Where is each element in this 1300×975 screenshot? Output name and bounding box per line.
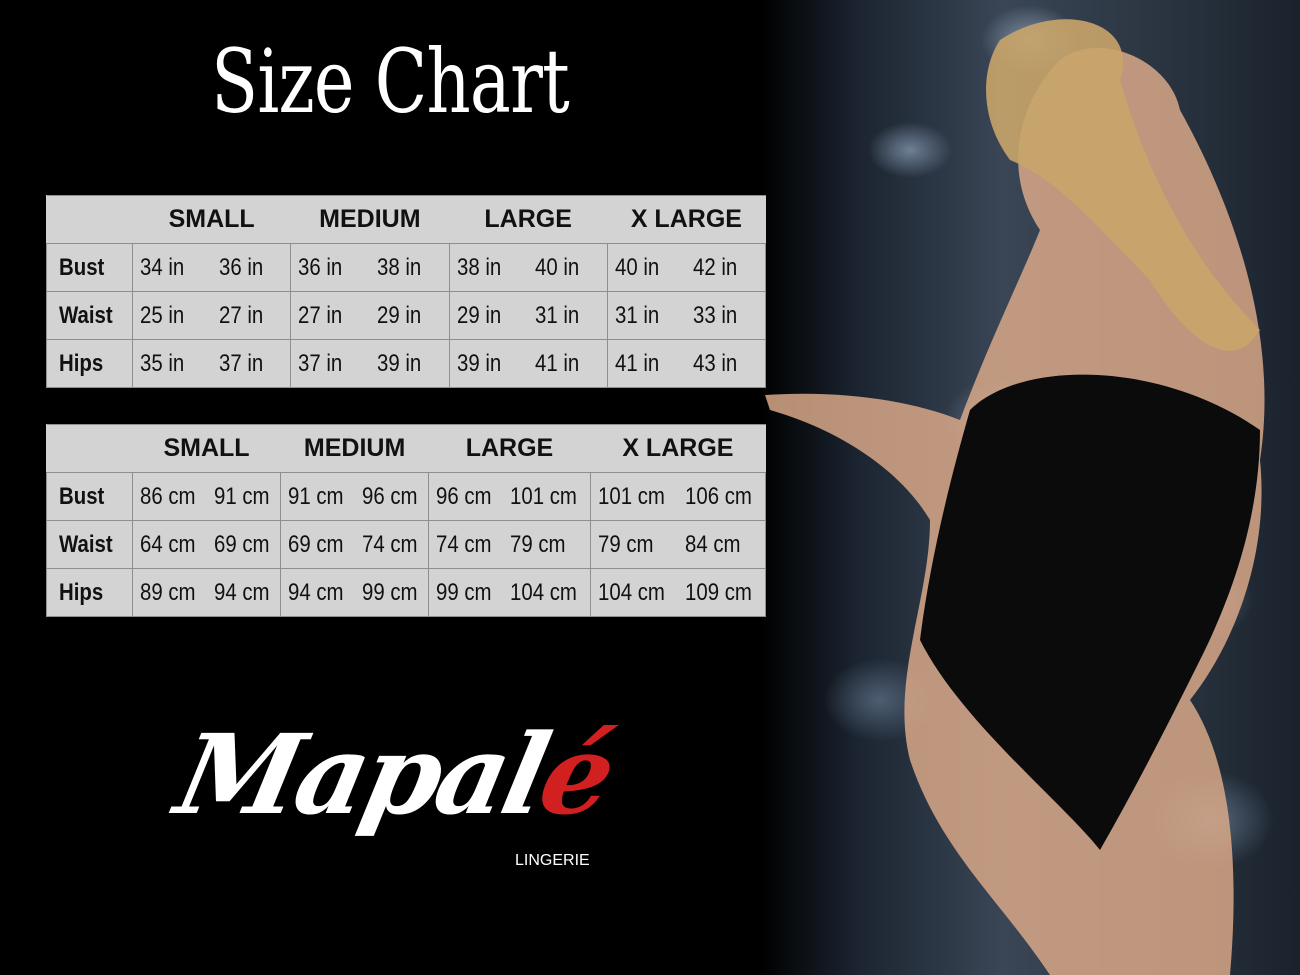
measurement-value: 39 in [376,349,422,377]
measurement-value: 94 cm [213,578,270,606]
measurement-value: 41 in [535,349,580,377]
header-row: SMALL MEDIUM LARGE X LARGE [46,424,766,473]
measurement-value: 91 cm [213,482,270,510]
measurement-value: 64 cm [140,530,196,558]
measurement-value: 27 in [298,301,343,329]
table-row: Hips 35 in 37 in 37 in 39 in 39 in 41 in 41 in 4… [46,339,767,388]
model-photo [760,0,1300,975]
measurement-value: 31 in [614,301,659,329]
measurement-value: 38 in [376,253,422,281]
table-row: Bust 34 in 36 in 36 in 38 in 38 in 40 in 40 in 4… [46,243,767,292]
measurement-value: 36 in [218,253,263,281]
measurement-value: 79 cm [509,530,566,558]
measurement-value: 96 cm [436,482,492,510]
size-header: LARGE [449,195,608,244]
measurement-value: 84 cm [684,530,741,558]
measurement-value: 38 in [456,253,501,281]
row-label: Hips [59,578,104,606]
measurement-value: 43 in [693,349,738,377]
measurement-value: 34 in [140,253,185,281]
measurement-value: 35 in [140,349,185,377]
size-header: SMALL [132,424,281,473]
measurement-value: 69 cm [213,530,270,558]
logo-subtitle: LINGERIE [515,852,590,869]
model-silhouette [765,19,1265,975]
measurement-value: 33 in [693,301,738,329]
measurement-value: 74 cm [436,530,492,558]
measurement-value: 106 cm [684,482,752,510]
page-title: Size Chart [211,30,570,133]
measurement-value: 109 cm [684,578,752,606]
size-header: LARGE [428,424,591,473]
measurement-value: 36 in [298,253,343,281]
table-row: Bust 86 cm 91 cm 91 cm 96 cm 96 cm 101 cm 101 c… [46,472,766,521]
measurement-value: 31 in [535,301,580,329]
size-header: SMALL [132,195,291,244]
measurement-value: 91 cm [288,482,344,510]
measurement-value: 94 cm [288,578,344,606]
empty-header [46,424,133,473]
row-label: Waist [59,530,113,558]
brand-logo: Mapalé LINGERIE [166,710,630,880]
row-label: Bust [59,482,105,510]
measurement-value: 104 cm [509,578,577,606]
table-row: Waist 64 cm 69 cm 69 cm 74 cm 74 cm 79 cm 79 cm… [46,520,766,569]
table-row: Hips 89 cm 94 cm 94 cm 99 cm 99 cm 104 cm 104 c… [46,568,766,617]
measurement-value: 27 in [218,301,263,329]
row-label: Hips [59,349,104,377]
measurement-value: 29 in [376,301,422,329]
measurement-value: 101 cm [509,482,577,510]
measurement-value: 29 in [456,301,501,329]
measurement-value: 86 cm [140,482,196,510]
measurement-value: 99 cm [436,578,492,606]
size-table-inches: SMALL MEDIUM LARGE X LARGE Bust 34 in 36 in 36 … [46,195,767,388]
measurement-value: 41 in [614,349,659,377]
size-header: X LARGE [607,195,766,244]
measurement-value: 42 in [693,253,738,281]
size-table-cm: SMALL MEDIUM LARGE X LARGE Bust 86 cm 91 cm 91 … [46,424,766,617]
measurement-value: 37 in [298,349,343,377]
header-row: SMALL MEDIUM LARGE X LARGE [46,195,766,244]
measurement-value: 101 cm [597,482,665,510]
measurement-value: 39 in [456,349,501,377]
measurement-value: 40 in [614,253,659,281]
measurement-value: 74 cm [361,530,418,558]
table-row: Waist 25 in 27 in 27 in 29 in 29 in 31 in 31 in… [46,291,767,340]
row-label: Bust [59,253,105,281]
measurement-value: 99 cm [361,578,418,606]
size-header: MEDIUM [290,195,449,244]
measurement-value: 25 in [140,301,185,329]
measurement-value: 89 cm [140,578,196,606]
measurement-value: 37 in [218,349,263,377]
measurement-value: 79 cm [597,530,654,558]
measurement-value: 96 cm [361,482,418,510]
size-header: X LARGE [590,424,766,473]
size-header: MEDIUM [280,424,429,473]
measurement-value: 69 cm [288,530,344,558]
empty-header [46,195,133,244]
measurement-value: 40 in [535,253,580,281]
logo-main: Mapal [166,710,557,839]
row-label: Waist [59,301,113,329]
measurement-value: 104 cm [597,578,665,606]
